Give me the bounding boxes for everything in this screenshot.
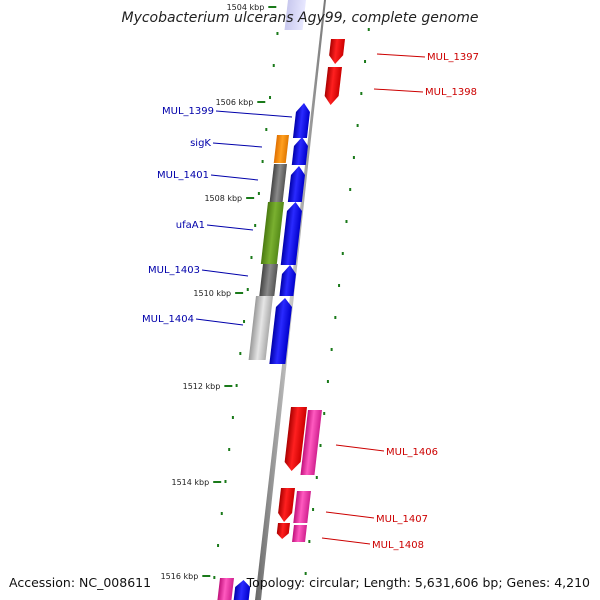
- outer-ring-dot: [360, 92, 363, 95]
- outer-ring-dot: [367, 28, 370, 31]
- gene-label: sigK: [190, 138, 211, 149]
- outer-ring-dot: [338, 284, 341, 287]
- reverse-gene-mul1397: [329, 39, 345, 64]
- inner-ring-dot: [220, 512, 223, 515]
- outer-ring-dot: [304, 572, 307, 575]
- inner-ring-dot: [217, 544, 220, 547]
- inner-ring-dot: [213, 576, 216, 579]
- gene-label-leader: [335, 444, 385, 452]
- inner-ring-dot: [250, 256, 253, 259]
- kbp-tick-label: 1506 kbp: [216, 98, 254, 107]
- outer-ring-dot: [315, 476, 318, 479]
- gene-label: MUL_1403: [148, 265, 200, 276]
- inner-ring-dot: [246, 288, 249, 291]
- outer-ring-dot: [319, 444, 322, 447]
- outer-ring-dot: [323, 412, 326, 415]
- genome-backbone: [255, 0, 326, 600]
- outer-ring-dot: [341, 252, 344, 255]
- inner-ring-dot: [239, 352, 242, 355]
- reverse-gene-mul1398: [324, 67, 342, 105]
- inner-ring-dot: [261, 160, 264, 163]
- forward-gene-mul1404: [269, 298, 292, 364]
- gene-label-leader: [201, 269, 249, 277]
- inner-ring-dot: [231, 416, 234, 419]
- inner-ring-dot: [243, 320, 246, 323]
- gene-label: MUL_1398: [425, 87, 477, 98]
- gene-label: ufaA1: [176, 220, 205, 231]
- outer-ring-dot: [308, 540, 311, 543]
- inner-ring-dot: [265, 128, 268, 131]
- forward-gene-mul1403: [279, 265, 296, 296]
- gene-label: MUL_1397: [427, 52, 479, 63]
- gene-layer: [217, 0, 345, 600]
- accession-text: Accession: NC_008611: [9, 575, 152, 590]
- gene-label-leader: [206, 224, 254, 231]
- inner-ring-dot: [269, 96, 272, 99]
- inner-ring-dot: [228, 448, 231, 451]
- kbp-tick-label: 1504 kbp: [227, 3, 265, 12]
- gene-label-leader: [210, 174, 259, 181]
- reverse-gene-mul1406: [284, 407, 307, 471]
- inner-ring-dot: [254, 224, 257, 227]
- gene-label-leader: [321, 537, 371, 545]
- cog-strip-ufaa1: [260, 202, 284, 264]
- kbp-tick-label: 1508 kbp: [204, 194, 242, 203]
- gene-label-leader: [195, 318, 244, 326]
- cog-strip-sigk: [273, 135, 289, 163]
- forward-gene-pale: [284, 0, 306, 30]
- gene-label: MUL_1404: [142, 314, 194, 325]
- inner-ring-dot: [276, 32, 279, 35]
- reverse-gene-mul1408: [276, 523, 290, 539]
- inner-ring-dot: [224, 480, 227, 483]
- gene-label: MUL_1407: [376, 514, 428, 525]
- outer-ring-dot: [364, 60, 367, 63]
- gene-label-leader: [373, 88, 424, 93]
- ring-layer: [213, 0, 370, 600]
- kbp-tick-label: 1510 kbp: [193, 289, 231, 298]
- reverse-strip-mul1407: [293, 491, 311, 523]
- outer-ring-dot: [326, 380, 329, 383]
- map-title: Mycobacterium ulcerans Agy99, complete g…: [121, 10, 479, 26]
- forward-gene-mul1399: [292, 103, 310, 138]
- inner-ring-dot: [272, 64, 275, 67]
- outer-ring-dot: [352, 156, 355, 159]
- reverse-strip-mul1406: [300, 410, 322, 475]
- gene-label: MUL_1408: [372, 540, 424, 551]
- outer-ring-dot: [330, 348, 333, 351]
- forward-gene-sigk: [291, 137, 308, 165]
- gene-label-leader: [325, 511, 375, 519]
- inner-ring-dot: [257, 192, 260, 195]
- forward-gene-mul1401: [287, 166, 305, 202]
- cog-strip-mul1401: [269, 164, 287, 202]
- tick-layer: 1504 kbp 1506 kbp 1508 kbp 1510 kbp 1512 kbp…: [161, 3, 277, 581]
- cog-strip-mul1404: [248, 296, 273, 360]
- outer-ring-dot: [312, 508, 315, 511]
- genome-summary-text: Topology: circular; Length: 5,631,606 bp…: [246, 575, 590, 590]
- reverse-strip-mul1408: [292, 525, 307, 542]
- kbp-tick-label: 1516 kbp: [161, 572, 199, 581]
- inner-ring-dot: [235, 384, 238, 387]
- gene-label-leader: [376, 53, 426, 58]
- outer-ring-dot: [349, 188, 352, 191]
- gene-label: MUL_1399: [162, 106, 214, 117]
- cog-strip-mul1403: [259, 264, 278, 296]
- reverse-gene-mul1407: [278, 488, 295, 522]
- outer-ring-dot: [334, 316, 337, 319]
- forward-gene-ufaa1: [280, 202, 302, 265]
- label-layer: MUL_1397 MUL_1398 MUL_1399 sigK MUL_1401 ufaA…: [142, 52, 479, 551]
- gene-label: MUL_1406: [386, 447, 438, 458]
- gene-label-leader: [215, 110, 293, 118]
- outer-ring-dot: [356, 124, 359, 127]
- gene-label: MUL_1401: [157, 170, 209, 181]
- outer-ring-dot: [345, 220, 348, 223]
- gene-label-leader: [212, 142, 263, 148]
- kbp-tick-label: 1512 kbp: [183, 382, 221, 391]
- forward-gene-bottom: [233, 580, 251, 600]
- kbp-tick-label: 1514 kbp: [172, 478, 210, 487]
- cog-strip-bottom: [217, 578, 234, 600]
